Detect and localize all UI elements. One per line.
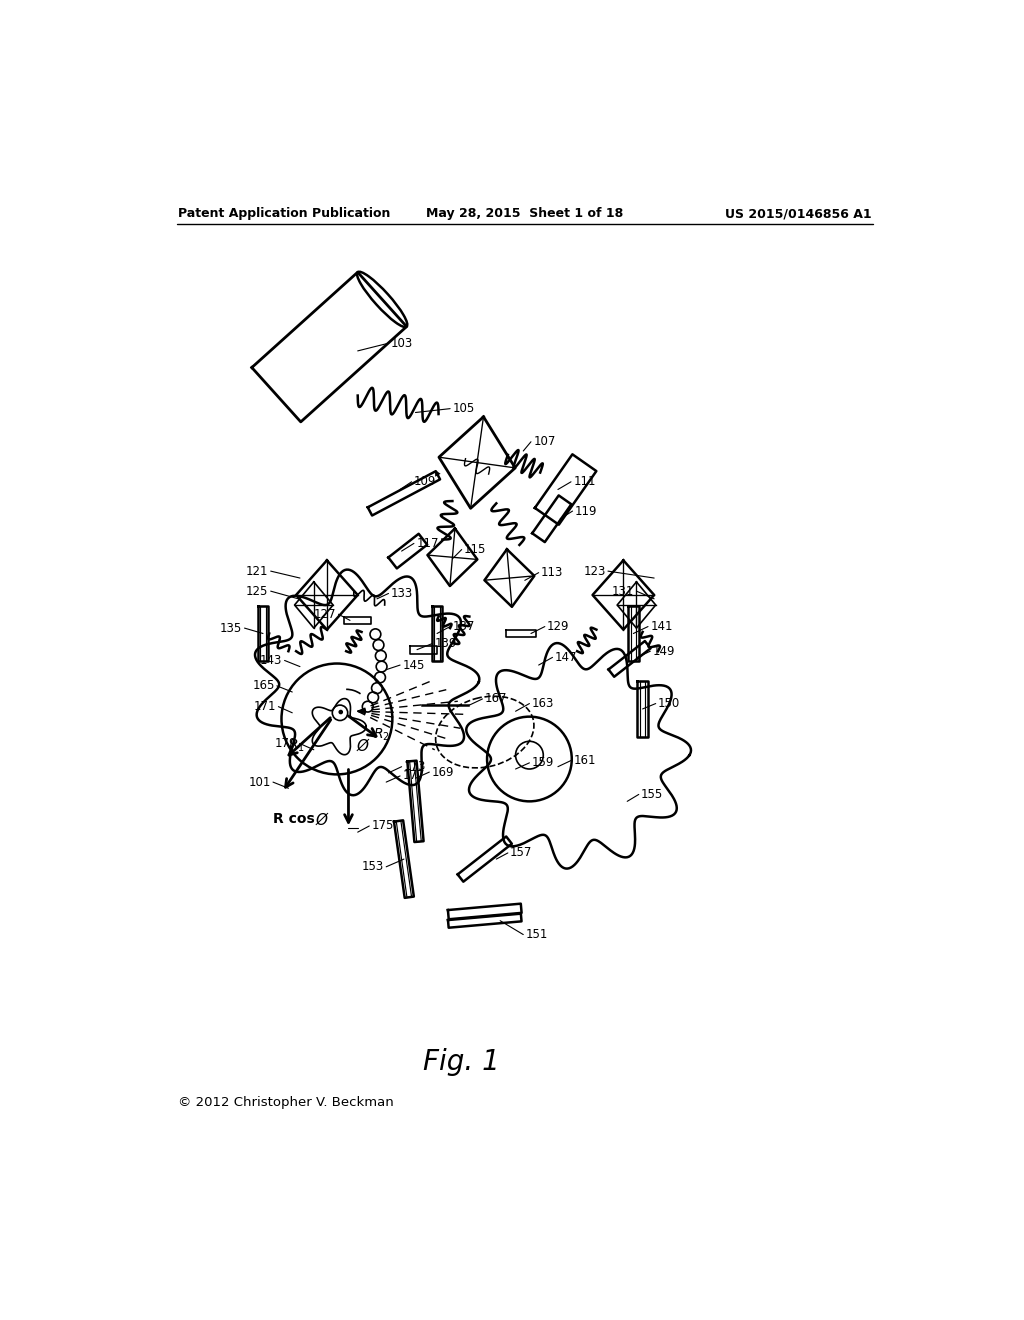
Text: 131: 131 [611, 585, 634, 598]
Text: Fig. 1: Fig. 1 [423, 1048, 500, 1076]
Text: 173: 173 [403, 760, 426, 774]
Text: 165: 165 [252, 680, 274, 693]
Text: May 28, 2015  Sheet 1 of 18: May 28, 2015 Sheet 1 of 18 [426, 207, 624, 220]
Text: $\O$: $\O$ [355, 737, 371, 754]
Text: 139: 139 [435, 638, 457, 649]
Text: 107: 107 [534, 436, 556, 449]
Text: © 2012 Christopher V. Beckman: © 2012 Christopher V. Beckman [178, 1096, 394, 1109]
Text: US 2015/0146856 A1: US 2015/0146856 A1 [725, 207, 871, 220]
Text: 151: 151 [525, 928, 548, 941]
Text: 141: 141 [650, 620, 673, 634]
Text: 113: 113 [541, 566, 563, 579]
Text: 137: 137 [453, 620, 475, 634]
Text: 109: 109 [414, 475, 436, 488]
Text: 161: 161 [573, 754, 596, 767]
Text: 171: 171 [254, 700, 276, 713]
Text: 121: 121 [246, 565, 268, 578]
Text: 143: 143 [260, 653, 283, 667]
Text: 115: 115 [464, 543, 486, 556]
Text: $\O$: $\O$ [315, 810, 330, 828]
Text: 135: 135 [220, 622, 243, 635]
Text: Patent Application Publication: Patent Application Publication [178, 207, 391, 220]
Text: 127: 127 [313, 607, 336, 620]
Text: 177: 177 [402, 770, 425, 783]
Text: 153: 153 [361, 861, 384, 874]
Text: 150: 150 [658, 697, 680, 710]
Text: 103: 103 [391, 337, 413, 350]
Text: R cos: R cos [273, 812, 319, 826]
Text: 111: 111 [573, 475, 596, 488]
Text: 163: 163 [531, 697, 554, 710]
Text: 119: 119 [574, 504, 597, 517]
Polygon shape [435, 470, 440, 477]
Text: 125: 125 [246, 585, 268, 598]
Text: 175: 175 [372, 820, 394, 833]
Text: 155: 155 [641, 788, 664, 801]
Text: 145: 145 [402, 659, 425, 672]
Text: 179: 179 [275, 737, 298, 750]
Text: 105: 105 [453, 403, 475, 416]
Text: 157: 157 [510, 846, 532, 859]
Circle shape [339, 710, 343, 714]
Text: 159: 159 [531, 756, 554, 770]
Text: $R_2$: $R_2$ [373, 726, 390, 743]
Text: 129: 129 [547, 620, 569, 634]
Text: 167: 167 [484, 693, 507, 705]
Text: 133: 133 [391, 587, 413, 601]
Text: 149: 149 [652, 644, 675, 657]
Text: 101: 101 [249, 776, 270, 788]
Text: 147: 147 [555, 651, 578, 664]
Text: $R_1$: $R_1$ [288, 738, 304, 754]
Text: 123: 123 [584, 565, 605, 578]
Text: 117: 117 [416, 537, 438, 550]
Text: 169: 169 [432, 766, 454, 779]
